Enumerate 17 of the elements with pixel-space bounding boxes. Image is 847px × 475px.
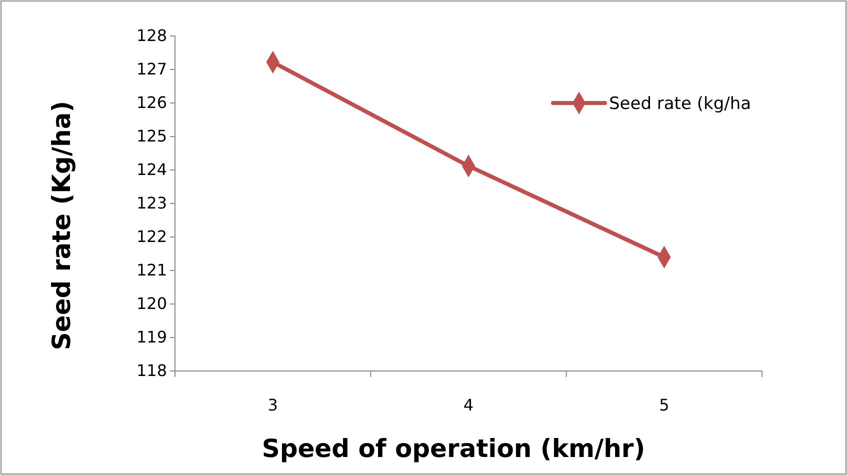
y-axis-title: Seed rate (Kg/ha) [47, 100, 76, 350]
y-tick-label: 119 [136, 328, 167, 347]
y-tick-label: 123 [136, 194, 167, 213]
y-tick-label: 121 [136, 260, 167, 280]
y-tick-label: 122 [136, 227, 167, 246]
x-tick-label: 4 [463, 395, 474, 414]
y-tick-label: 124 [136, 160, 167, 180]
y-tick-label: 118 [136, 361, 167, 380]
y-tick-label: 128 [136, 26, 167, 46]
legend-label: Seed rate (kg/ha [609, 94, 752, 114]
y-tick-label: 126 [136, 93, 167, 112]
y-tick-label: 127 [136, 60, 167, 79]
x-tick-label: 3 [268, 395, 278, 414]
x-tick-label: 5 [659, 395, 670, 414]
x-axis-title: Speed of operation (km/hr) [262, 434, 646, 463]
y-tick-label: 125 [136, 126, 167, 146]
y-tick-label: 120 [136, 294, 167, 314]
